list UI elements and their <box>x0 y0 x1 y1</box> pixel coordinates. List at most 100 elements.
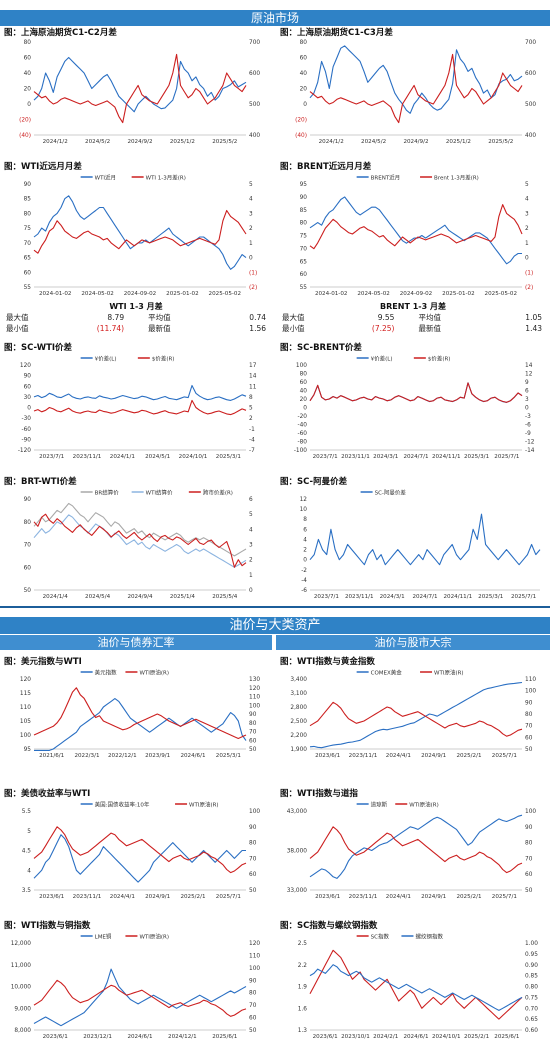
section-divider <box>0 606 550 608</box>
y-tick-label: 90 <box>24 182 32 188</box>
x-tick-label: 2024/9/1 <box>145 894 171 900</box>
y-tick-label: 90 <box>24 497 32 503</box>
series-line <box>33 384 247 401</box>
y2-tick-label: 2 <box>249 416 253 422</box>
series-line <box>309 513 541 566</box>
legend-label: WTI原油(R) <box>139 933 169 941</box>
y-tick-label: (20) <box>19 118 31 124</box>
y-tick-label: 70 <box>300 246 308 252</box>
stats-row: 最大值 8.79 平均值 0.74 <box>4 312 268 323</box>
y2-tick-label: 60 <box>525 872 533 878</box>
legend-label: SC-阿曼价差 <box>375 489 407 497</box>
y-tick-label: 5.5 <box>22 809 32 815</box>
x-tick-label: 2024/12/1 <box>168 1034 197 1040</box>
x-tick-label: 2023/6/1 <box>39 894 65 900</box>
line-chart: 80 60 40 20 0 (20) (40) 700 600 500 400 2024/1/2 202… <box>19 40 260 145</box>
x-tick-label: 2024/10/1 <box>179 454 208 460</box>
y-tick-label: -80 <box>298 440 308 446</box>
y2-tick-label: 3 <box>249 543 253 549</box>
legend-label: 跨市价差(R) <box>203 489 233 497</box>
x-tick-label: 2021/6/1 <box>39 753 65 759</box>
y2-tick-label: 90 <box>525 825 533 831</box>
series-line <box>33 979 247 1017</box>
y-tick-label: -60 <box>298 431 308 437</box>
series-line <box>33 514 247 568</box>
y2-tick-label: 80 <box>249 841 257 847</box>
y-tick-label: 65 <box>24 256 32 262</box>
y2-tick-label: 400 <box>249 133 260 139</box>
legend-label: 道琼斯 <box>371 801 388 809</box>
x-tick-label: 2024-01-02 <box>315 291 348 297</box>
y2-tick-label: 100 <box>249 966 260 972</box>
series-line <box>309 196 522 265</box>
series-line <box>309 826 523 874</box>
y-tick-label: 20 <box>24 87 32 93</box>
stats-row: 最小值 (11.74) 最新值 1.56 <box>4 323 268 334</box>
y2-tick-label: 100 <box>525 689 536 695</box>
y-tick-label: 2,800 <box>290 705 307 711</box>
x-tick-label: 2023/11/1 <box>349 894 378 900</box>
y2-tick-label: 400 <box>525 133 536 139</box>
y2-tick-label: 50 <box>249 747 257 753</box>
y-tick-label: 3.5 <box>22 888 32 894</box>
series-line <box>33 56 247 113</box>
y2-tick-label: 0.80 <box>525 985 538 991</box>
y-tick-label: -90 <box>22 437 32 443</box>
y2-tick-label: 50 <box>525 747 533 753</box>
y2-tick-label: 12 <box>525 372 533 378</box>
stats-value: (11.74) <box>96 324 125 333</box>
line-chart: 美元指数 WTI原油(R) 120 115 110 105 100 95 130 120 110 10… <box>20 669 260 760</box>
chart-title: 图：美债收益率与WTI <box>4 789 91 799</box>
x-tick-label: 2023/11/1 <box>73 454 102 460</box>
x-tick-label: 2024/4/1 <box>386 753 412 759</box>
legend-label: WTI结算价 <box>146 489 173 497</box>
x-tick-label: 2023/7/1 <box>314 594 340 600</box>
y-tick-label: 11,000 <box>11 963 32 969</box>
y2-tick-label: 5 <box>249 512 253 518</box>
series-line <box>33 826 247 874</box>
chart-title: 图：上海原油期货C1-C2月差 <box>4 28 117 38</box>
y2-tick-label: 500 <box>525 102 536 108</box>
x-tick-label: 2023/6/1 <box>43 1034 69 1040</box>
series-line <box>33 834 246 883</box>
y-tick-label: 10 <box>300 507 308 513</box>
y-tick-label: 9,000 <box>14 1006 31 1012</box>
y-tick-label: 4 <box>303 537 307 543</box>
chart-title: 图：BRT-WTI价差 <box>4 477 77 487</box>
y-tick-label: -100 <box>294 448 307 454</box>
legend-label: WTI原油(R) <box>409 801 439 809</box>
y-tick-label: 1.9 <box>298 985 308 991</box>
x-tick-label: 2025/7/1 <box>216 894 242 900</box>
y-tick-label: 2,200 <box>290 733 307 739</box>
y2-tick-label: 80 <box>249 721 257 727</box>
x-tick-label: 2023/10/1 <box>341 1034 370 1040</box>
x-tick-label: 2024/6/1 <box>127 1034 153 1040</box>
y-tick-label: 85 <box>24 197 32 203</box>
y2-tick-label: 0 <box>525 406 529 412</box>
x-tick-label: 2024/10/1 <box>432 1034 461 1040</box>
line-chart: ¥价差(L) $价差(R)100806040200-20-40-60-80-100… <box>294 355 535 461</box>
x-tick-label: 2024/1/2 <box>319 139 344 145</box>
y-tick-label: 75 <box>24 226 32 232</box>
y-tick-label: 75 <box>300 234 308 240</box>
y2-tick-label: 100 <box>249 703 260 709</box>
x-tick-label: 2024-05-02 <box>357 291 390 297</box>
series-line <box>33 53 247 124</box>
stats-value: 9.55 <box>377 313 395 322</box>
y2-tick-label: 60 <box>249 1016 257 1022</box>
stats-value: 1.43 <box>525 324 542 333</box>
stats-key: 最新值 <box>418 324 441 333</box>
y-tick-label: 12 <box>300 497 308 503</box>
y-tick-label: 0 <box>27 406 31 412</box>
y-tick-label: 90 <box>24 374 32 380</box>
y-tick-label: 43,000 <box>287 809 308 815</box>
x-tick-label: 2024/3/1 <box>380 594 406 600</box>
y-tick-label: 5 <box>27 829 31 835</box>
stats-value: 8.79 <box>107 313 125 322</box>
legend-label: 美元指数 <box>95 669 118 677</box>
series-line <box>309 53 523 124</box>
y2-tick-label: 90 <box>525 700 533 706</box>
y-tick-label: 105 <box>20 719 31 725</box>
y-tick-label: 0 <box>303 406 307 412</box>
y2-tick-label: 50 <box>249 1028 257 1034</box>
